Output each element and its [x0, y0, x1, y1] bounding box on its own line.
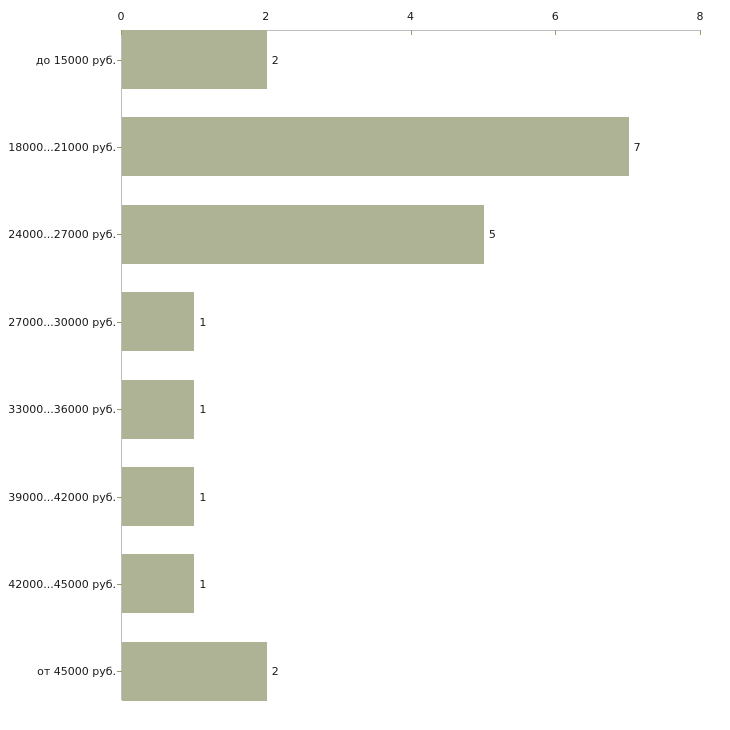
bar-value-label: 7 [633, 140, 641, 154]
x-axis-tick-label: 4 [407, 10, 414, 23]
category-label: от 45000 руб. [37, 665, 116, 679]
y-axis-line [121, 30, 122, 700]
category-label: 18000...21000 руб. [8, 140, 116, 154]
x-axis-tick [700, 30, 701, 35]
bar[interactable] [122, 641, 267, 701]
category-label: 39000...42000 руб. [8, 490, 116, 504]
x-axis-tick [555, 30, 557, 35]
bar-value-label: 1 [199, 490, 207, 504]
x-axis-tick-label: 2 [262, 10, 270, 23]
y-axis-tick [117, 146, 122, 148]
bar-value-label: 1 [199, 577, 207, 591]
bar[interactable] [122, 30, 267, 89]
y-axis-tick [117, 234, 122, 236]
bar[interactable] [122, 117, 629, 177]
bar[interactable] [122, 467, 195, 526]
x-axis-tick-label: 0 [117, 10, 125, 23]
bar[interactable] [122, 554, 195, 614]
bar-value-label: 2 [271, 665, 279, 679]
x-axis-tick-label: 8 [696, 10, 704, 23]
y-axis-tick [117, 583, 122, 585]
x-axis-tick-label: 6 [551, 10, 559, 23]
category-label: 33000...36000 руб. [8, 403, 116, 417]
y-axis-tick [117, 321, 122, 323]
x-axis-tick [121, 30, 122, 35]
category-label: 24000...27000 руб. [8, 228, 116, 242]
bar[interactable] [122, 292, 195, 352]
y-axis-tick [117, 409, 122, 411]
bar[interactable] [122, 379, 195, 439]
bar[interactable] [122, 204, 484, 264]
bar-value-label: 2 [271, 53, 279, 67]
category-label: 27000...30000 руб. [8, 315, 116, 329]
bar-value-label: 1 [199, 315, 207, 329]
bar-value-label: 1 [199, 403, 207, 417]
category-label: 42000...45000 руб. [8, 577, 116, 591]
x-axis-tick [410, 30, 412, 35]
category-label: до 15000 руб. [35, 53, 116, 67]
y-axis-tick [117, 59, 122, 61]
y-axis-tick [117, 496, 122, 498]
y-axis-tick [117, 671, 122, 673]
bar-value-label: 5 [488, 228, 496, 242]
